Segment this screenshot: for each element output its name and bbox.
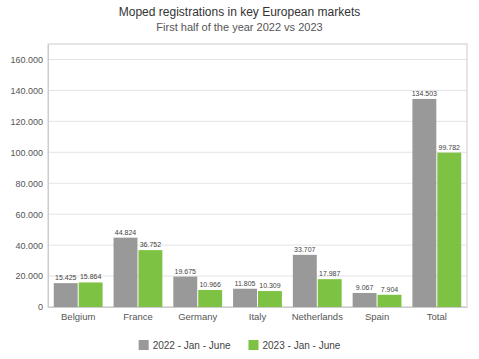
x-tick-label: France [123,311,153,322]
data-label: 134.503 [412,90,437,97]
data-label: 19.675 [175,268,197,275]
y-tick-label: 120.000 [10,117,43,127]
x-tick: France [123,307,153,322]
x-axis-line [49,307,468,308]
data-label: 10.309 [259,282,281,289]
grid-line [48,183,467,184]
data-label: 17.987 [319,270,341,277]
x-tick-label: Germany [178,311,217,322]
x-tick: Total [427,307,447,322]
bar [378,295,402,307]
bars [54,99,461,307]
grid-line [48,276,467,277]
legend-label: 2022 - Jan - June [153,340,231,351]
x-tick-label: Spain [365,311,389,322]
data-label: 11.805 [235,280,256,287]
y-tick-label: 140.000 [10,86,43,96]
chart: Moped registrations in key European mark… [0,0,479,359]
x-tick: Netherlands [292,307,343,322]
grid-line [48,214,467,215]
legend: 2022 - Jan - June 2023 - Jan - June [139,340,341,351]
grid-line [48,90,467,91]
bar [233,289,257,307]
y-tick-label: 160.000 [10,55,43,65]
grid-line [48,121,467,122]
legend-swatch [249,340,259,350]
data-label: 36.752 [140,241,162,248]
x-tick-label: Belgium [61,311,95,322]
y-tick: 40.000 [15,240,48,250]
y-tick-label: 60.000 [15,210,43,220]
grid-line [48,59,467,60]
x-tick-label: Total [427,311,447,322]
x-tick-label: Netherlands [292,311,343,322]
bar [353,293,377,307]
x-axis: Belgium France Germany Italy Netherlands Spai… [49,307,468,322]
plot-frame [48,44,467,307]
x-tick: Belgium [61,307,95,322]
bar [138,250,162,307]
y-tick: 0 [38,302,48,312]
y-axis: 0 20.000 40.000 60.000 80.000 100.000 120.000 1… [10,45,48,313]
y-tick: 80.000 [15,179,48,189]
bar [198,290,222,307]
data-label: 44.824 [115,229,137,236]
y-axis-line [48,45,49,308]
bar-series [54,99,437,307]
bar [258,291,282,307]
legend-item: 2023 - Jan - June [249,340,341,351]
y-tick: 160.000 [10,55,48,65]
x-tick: Spain [365,307,389,322]
bar [79,282,103,307]
bar [173,277,197,307]
legend-item: 2022 - Jan - June [139,340,231,351]
data-label: 9.067 [356,284,374,291]
legend-swatch [139,340,149,350]
y-tick-label: 0 [38,302,43,312]
y-tick-label: 20.000 [15,271,43,281]
y-tick: 120.000 [10,117,48,127]
y-tick: 100.000 [10,148,48,158]
grid-line [48,245,467,246]
data-label: 7.904 [381,286,399,293]
grid [48,59,467,307]
y-tick-label: 40.000 [15,240,43,250]
bar [412,99,436,307]
y-tick-label: 80.000 [15,179,43,189]
x-tick: Italy [249,307,267,322]
data-label: 15.425 [55,274,77,281]
bar [318,279,342,307]
bar [54,283,78,307]
bar [437,153,461,307]
y-tick: 140.000 [10,86,48,96]
y-tick: 60.000 [15,210,48,220]
grid-line [48,152,467,153]
y-tick-label: 100.000 [10,148,43,158]
data-label: 10.966 [199,281,221,288]
subtitle: First half of the year 2022 vs 2023 [156,21,322,33]
data-label: 15.864 [80,273,102,280]
bar [114,238,138,307]
data-labels: 15.425 44.824 19.675 11.805 33.707 9.067 134.5… [55,90,460,293]
legend-label: 2023 - Jan - June [263,340,341,351]
bar [293,255,317,307]
data-label: 99.782 [439,144,461,151]
y-tick: 20.000 [15,271,48,281]
data-label: 33.707 [294,246,316,253]
bar-series [79,153,462,307]
x-tick: Germany [178,307,217,322]
title: Moped registrations in key European mark… [119,5,360,19]
x-tick-label: Italy [249,311,267,322]
